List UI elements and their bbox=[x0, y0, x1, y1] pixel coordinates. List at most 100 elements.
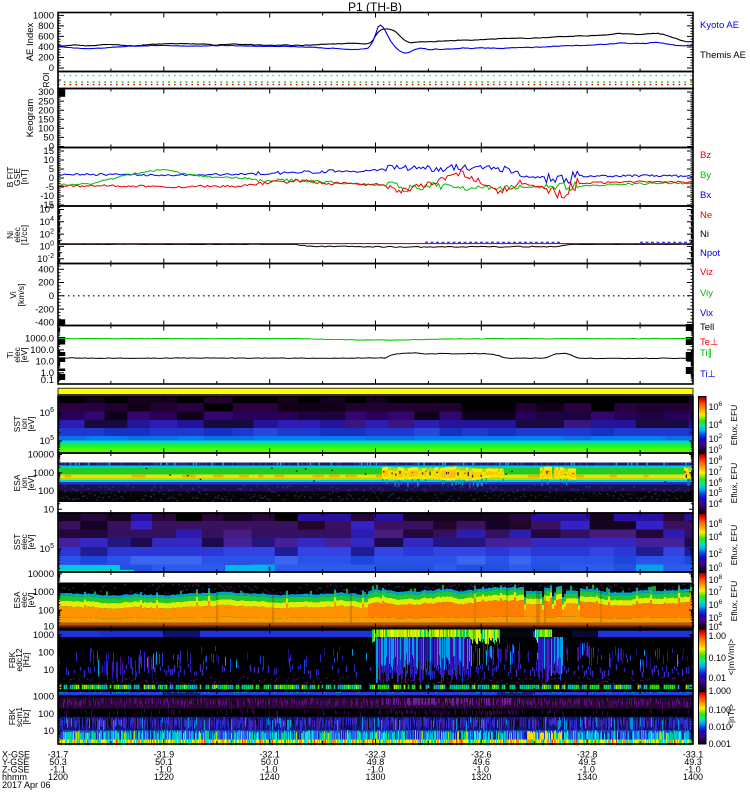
svg-text:SST: SST bbox=[12, 534, 22, 551]
svg-text:5: 5 bbox=[49, 164, 54, 175]
svg-text:104: 104 bbox=[709, 419, 723, 430]
svg-text:108: 108 bbox=[709, 574, 723, 585]
svg-text:elec: elec bbox=[12, 226, 22, 242]
svg-text:49.6: 49.6 bbox=[473, 757, 491, 767]
svg-text:[km/s]: [km/s] bbox=[16, 284, 26, 307]
svg-text:1340: 1340 bbox=[577, 772, 597, 782]
svg-text:105: 105 bbox=[709, 487, 723, 498]
svg-text:0.1: 0.1 bbox=[41, 375, 54, 386]
svg-text:1000: 1000 bbox=[33, 691, 54, 702]
svg-text:hhmm: hhmm bbox=[2, 772, 27, 782]
svg-text:200: 200 bbox=[38, 53, 54, 64]
svg-text:SST: SST bbox=[12, 416, 22, 433]
svg-text:FBK: FBK bbox=[7, 651, 17, 668]
svg-text:1000: 1000 bbox=[33, 11, 54, 22]
svg-text:-32.1: -32.1 bbox=[259, 750, 280, 760]
svg-text:-1.0: -1.0 bbox=[368, 765, 384, 775]
svg-text:-32.3: -32.3 bbox=[365, 750, 386, 760]
svg-text:400: 400 bbox=[38, 264, 54, 275]
svg-text:100: 100 bbox=[38, 486, 54, 497]
svg-text:106: 106 bbox=[709, 477, 723, 488]
svg-text:-33.1: -33.1 bbox=[683, 750, 704, 760]
svg-text:-32.8: -32.8 bbox=[577, 750, 598, 760]
svg-text:10: 10 bbox=[43, 155, 54, 166]
svg-text:Z-GSE: Z-GSE bbox=[2, 765, 30, 775]
svg-text:0: 0 bbox=[49, 291, 54, 302]
svg-text:AE Index: AE Index bbox=[25, 22, 36, 61]
svg-text:[1/cc]: [1/cc] bbox=[19, 225, 29, 245]
svg-text:-1.1: -1.1 bbox=[50, 765, 66, 775]
svg-text:100: 100 bbox=[709, 444, 723, 455]
svg-text:0: 0 bbox=[49, 63, 54, 74]
svg-text:GSE: GSE bbox=[12, 168, 22, 186]
svg-text:108: 108 bbox=[709, 455, 723, 466]
svg-text:2017 Apr 06: 2017 Apr 06 bbox=[2, 780, 51, 790]
svg-text:102: 102 bbox=[709, 548, 723, 559]
svg-text:ion: ion bbox=[19, 418, 29, 430]
svg-text:-1.0: -1.0 bbox=[156, 765, 172, 775]
svg-text:300: 300 bbox=[38, 87, 54, 98]
svg-text:Ni: Ni bbox=[700, 229, 709, 240]
svg-text:Themis AE: Themis AE bbox=[700, 50, 746, 61]
svg-text:10: 10 bbox=[43, 665, 54, 676]
svg-text:[eV]: [eV] bbox=[26, 592, 36, 607]
svg-text:scm1: scm1 bbox=[14, 707, 24, 728]
svg-text:0: 0 bbox=[49, 142, 54, 153]
svg-text:-32.6: -32.6 bbox=[471, 750, 492, 760]
svg-text:[Hz]: [Hz] bbox=[21, 652, 31, 667]
svg-text:<|nT|>: <|nT|> bbox=[726, 704, 736, 728]
svg-text:P1 (TH-B): P1 (TH-B) bbox=[348, 0, 402, 14]
svg-text:49.5: 49.5 bbox=[578, 757, 596, 767]
svg-text:Tell: Tell bbox=[700, 322, 714, 333]
svg-text:1300: 1300 bbox=[365, 772, 385, 782]
svg-text:Viz: Viz bbox=[700, 267, 713, 278]
svg-text:10000: 10000 bbox=[28, 450, 54, 461]
svg-text:100: 100 bbox=[38, 648, 54, 659]
svg-text:[eV]: [eV] bbox=[26, 416, 36, 431]
svg-text:Y-GSE: Y-GSE bbox=[2, 757, 29, 767]
svg-text:0.10: 0.10 bbox=[709, 653, 727, 663]
svg-text:800: 800 bbox=[38, 21, 54, 32]
svg-text:-10: -10 bbox=[40, 191, 54, 202]
svg-text:200: 200 bbox=[38, 105, 54, 116]
svg-text:400: 400 bbox=[38, 42, 54, 53]
svg-text:15: 15 bbox=[43, 146, 54, 157]
svg-text:[eV]: [eV] bbox=[26, 534, 36, 549]
svg-text:250: 250 bbox=[38, 96, 54, 107]
svg-text:Keogram: Keogram bbox=[25, 99, 36, 138]
svg-text:1000.0: 1000.0 bbox=[25, 334, 54, 345]
svg-text:0.01: 0.01 bbox=[709, 673, 727, 683]
svg-text:elec: elec bbox=[19, 591, 29, 607]
svg-text:1.00: 1.00 bbox=[709, 631, 727, 641]
svg-text:Bx: Bx bbox=[700, 190, 711, 201]
svg-text:10.0: 10.0 bbox=[36, 357, 55, 368]
svg-text:50.0: 50.0 bbox=[261, 757, 279, 767]
svg-text:104: 104 bbox=[709, 621, 723, 632]
svg-text:106: 106 bbox=[709, 518, 723, 529]
svg-text:49.8: 49.8 bbox=[367, 757, 385, 767]
svg-text:0.100: 0.100 bbox=[709, 705, 732, 715]
svg-text:-200: -200 bbox=[35, 304, 54, 315]
svg-text:ESA: ESA bbox=[12, 474, 22, 491]
svg-text:1000: 1000 bbox=[33, 630, 54, 641]
svg-text:100: 100 bbox=[709, 562, 723, 573]
svg-text:1.0: 1.0 bbox=[41, 368, 54, 379]
svg-text:[Hz]: [Hz] bbox=[21, 709, 31, 724]
svg-text:edc12: edc12 bbox=[14, 648, 24, 671]
svg-text:Viy: Viy bbox=[700, 288, 713, 299]
svg-text:1000: 1000 bbox=[33, 468, 54, 479]
svg-text:100: 100 bbox=[38, 709, 54, 720]
svg-text:-15: -15 bbox=[40, 200, 54, 211]
svg-text:Kyoto AE: Kyoto AE bbox=[700, 20, 739, 31]
svg-text:600: 600 bbox=[38, 32, 54, 43]
svg-text:0.001: 0.001 bbox=[709, 739, 732, 749]
svg-text:106: 106 bbox=[709, 401, 723, 412]
svg-text:-31.7: -31.7 bbox=[48, 750, 69, 760]
svg-text:49.3: 49.3 bbox=[684, 757, 702, 767]
svg-text:Ni: Ni bbox=[5, 231, 15, 239]
svg-text:150: 150 bbox=[38, 114, 54, 125]
svg-text:100: 100 bbox=[38, 605, 54, 616]
svg-text:By: By bbox=[700, 170, 711, 181]
svg-text:-400: -400 bbox=[35, 318, 54, 329]
svg-text:-5: -5 bbox=[46, 182, 54, 193]
